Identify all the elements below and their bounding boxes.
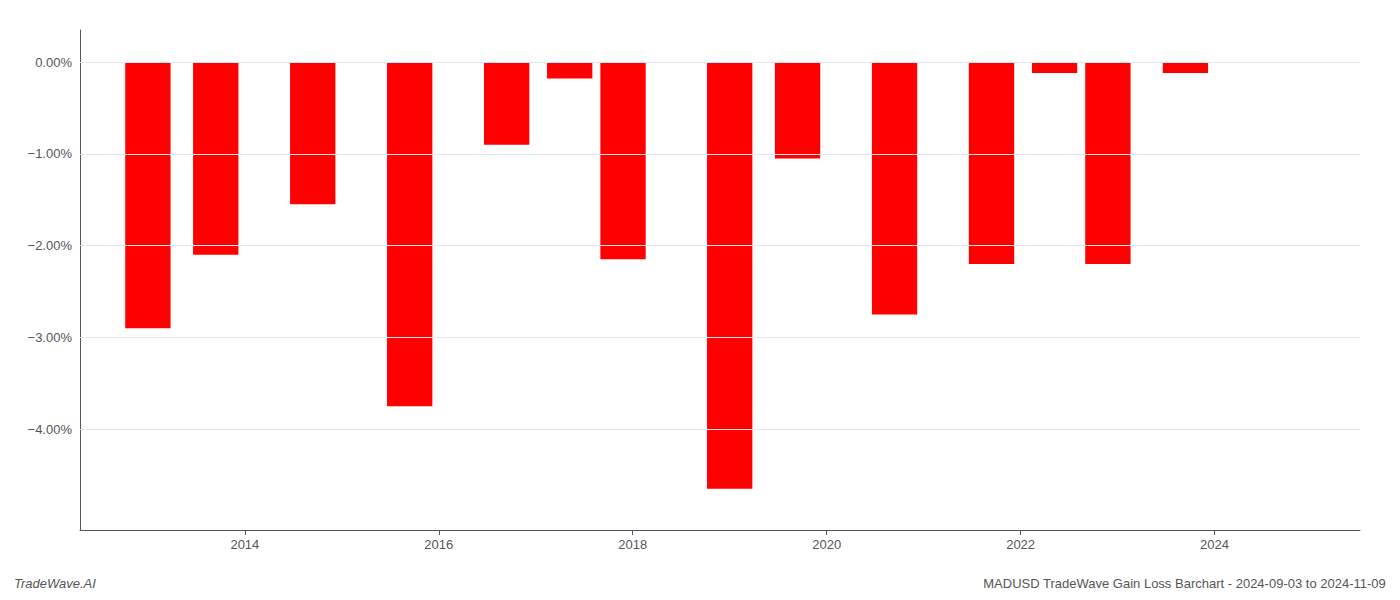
- svg-text:2014: 2014: [230, 537, 259, 552]
- svg-text:−4.00%: −4.00%: [28, 422, 73, 437]
- svg-text:TradeWave.AI: TradeWave.AI: [14, 576, 96, 591]
- svg-text:−1.00%: −1.00%: [28, 146, 73, 161]
- svg-text:0.00%: 0.00%: [35, 55, 72, 70]
- svg-text:−3.00%: −3.00%: [28, 330, 73, 345]
- svg-text:2022: 2022: [1006, 537, 1035, 552]
- svg-text:2024: 2024: [1200, 537, 1229, 552]
- svg-text:2020: 2020: [812, 537, 841, 552]
- svg-text:2018: 2018: [618, 537, 647, 552]
- svg-text:2016: 2016: [424, 537, 453, 552]
- svg-text:−2.00%: −2.00%: [28, 238, 73, 253]
- svg-text:MADUSD TradeWave Gain Loss Bar: MADUSD TradeWave Gain Loss Barchart - 20…: [983, 576, 1385, 591]
